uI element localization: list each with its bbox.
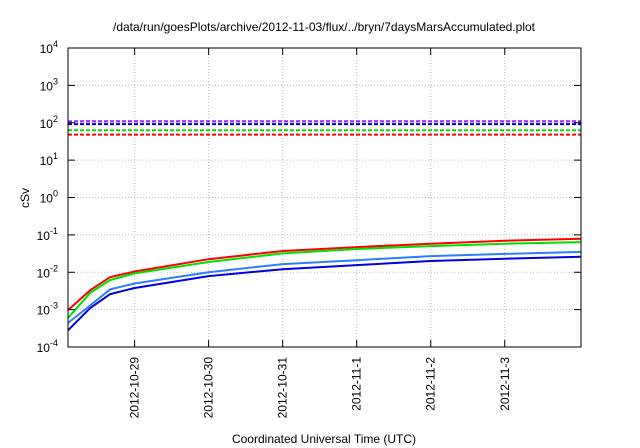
x-axis-label: Coordinated Universal Time (UTC) xyxy=(232,432,416,446)
y-tick-label: 10-4 xyxy=(37,338,58,355)
x-tick-label: 2012-10-29 xyxy=(128,357,142,419)
red-series-line xyxy=(67,237,582,311)
green-series-line xyxy=(67,241,582,319)
y-tick-label: 104 xyxy=(40,39,58,56)
y-axis-label: cSv xyxy=(18,188,32,208)
light-blue-series-line xyxy=(67,250,582,324)
x-tick-label: 2012-11-2 xyxy=(424,357,438,411)
x-tick-label: 2012-11-3 xyxy=(498,357,512,411)
plot-frame xyxy=(67,47,582,348)
blue-series-line xyxy=(67,255,582,332)
y-tick-label: 100 xyxy=(40,189,58,206)
x-tick-label: 2012-10-30 xyxy=(202,357,216,419)
y-tick-label: 101 xyxy=(40,151,58,168)
y-tick-label: 10-2 xyxy=(37,263,58,280)
y-tick-label: 102 xyxy=(40,114,58,131)
chart-title: /data/run/goesPlots/archive/2012-11-03/f… xyxy=(113,20,536,34)
y-tick-label: 103 xyxy=(40,76,58,93)
y-tick-label: 10-1 xyxy=(37,226,58,243)
x-tick-label: 2012-10-31 xyxy=(276,357,290,419)
y-tick-label: 10-3 xyxy=(37,301,58,318)
x-tick-label: 2012-11-1 xyxy=(350,357,364,411)
